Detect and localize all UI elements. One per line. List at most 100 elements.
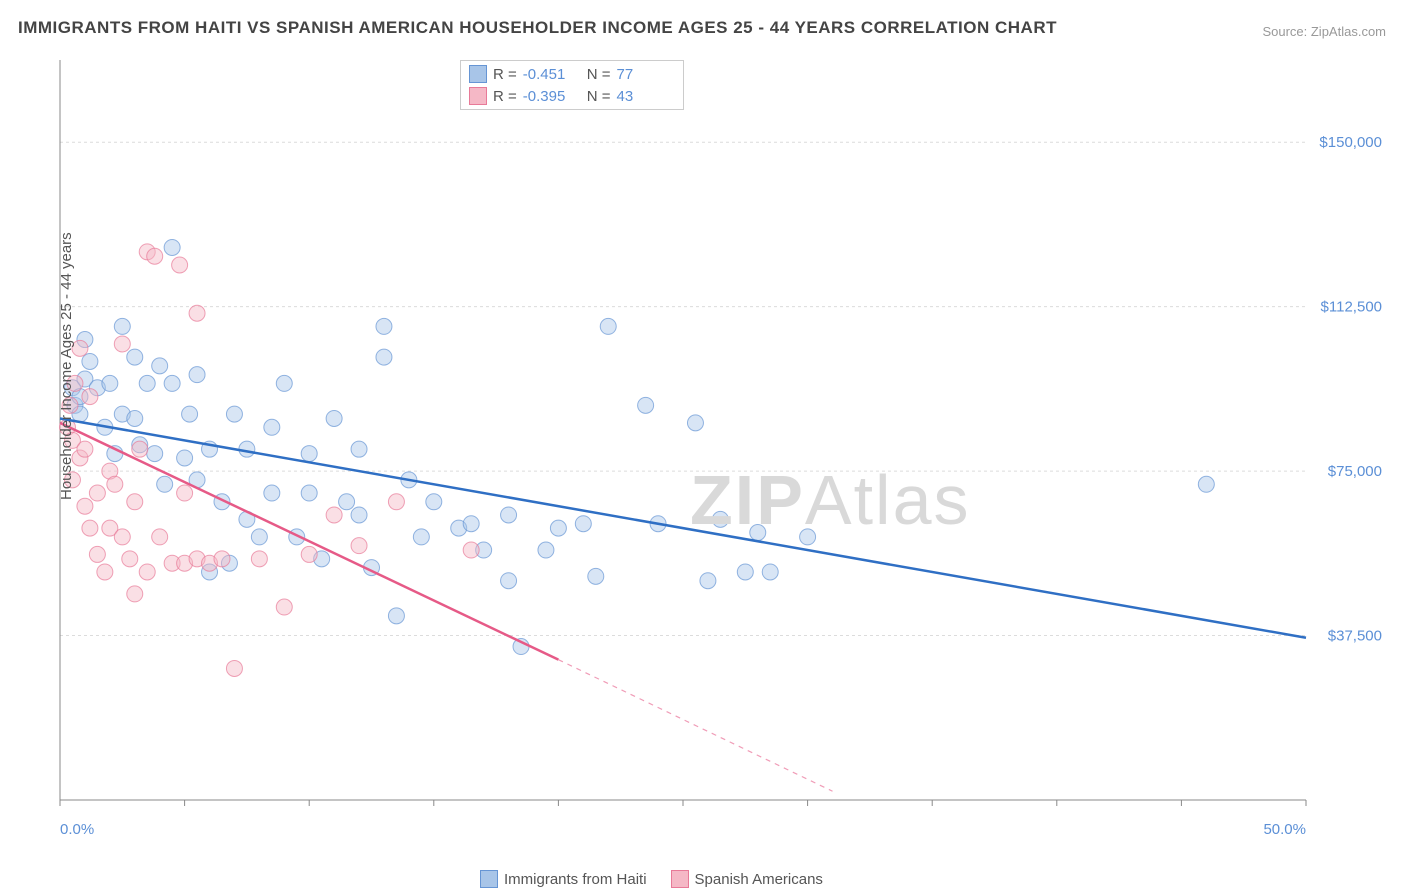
series-legend: Immigrants from Haiti Spanish Americans	[480, 870, 823, 888]
data-point	[182, 406, 198, 422]
y-tick-label: $150,000	[1319, 134, 1382, 151]
legend-swatch	[469, 65, 487, 83]
correlation-row: R = -0.395 N = 43	[469, 85, 675, 107]
correlation-row: R =-0.451N =77	[469, 63, 675, 85]
data-point	[132, 441, 148, 457]
data-point	[800, 529, 816, 545]
data-point	[127, 349, 143, 365]
data-point	[264, 419, 280, 435]
data-point	[177, 485, 193, 501]
data-point	[737, 564, 753, 580]
legend-swatch	[469, 87, 487, 105]
data-point	[326, 410, 342, 426]
legend-swatch	[480, 870, 498, 888]
n-label: N =	[587, 66, 611, 83]
n-value: 43	[617, 88, 675, 105]
data-point	[339, 494, 355, 510]
data-point	[127, 494, 143, 510]
data-point	[152, 529, 168, 545]
data-point	[89, 485, 105, 501]
y-tick-label: $75,000	[1328, 463, 1382, 480]
r-label: R =	[493, 66, 517, 83]
data-point	[426, 494, 442, 510]
data-point	[82, 389, 98, 405]
data-point	[1198, 476, 1214, 492]
chart-title: IMMIGRANTS FROM HAITI VS SPANISH AMERICA…	[18, 18, 1057, 38]
data-point	[147, 248, 163, 264]
data-point	[501, 507, 517, 523]
data-point	[77, 441, 93, 457]
data-point	[413, 529, 429, 545]
y-tick-label: $112,500	[1321, 299, 1382, 316]
data-point	[550, 520, 566, 536]
data-point	[264, 485, 280, 501]
data-point	[351, 507, 367, 523]
legend-swatch	[671, 870, 689, 888]
data-point	[164, 375, 180, 391]
data-point	[388, 608, 404, 624]
data-point	[127, 586, 143, 602]
data-point	[77, 498, 93, 514]
data-point	[152, 358, 168, 374]
data-point	[301, 446, 317, 462]
x-tick-label: 0.0%	[60, 821, 94, 838]
correlation-legend: R =-0.451N =77R =-0.395N =43	[460, 60, 684, 110]
n-value: 77	[617, 66, 675, 83]
data-point	[139, 375, 155, 391]
data-point	[376, 349, 392, 365]
chart-source: Source: ZipAtlas.com	[1262, 24, 1386, 39]
data-point	[463, 542, 479, 558]
data-point	[89, 546, 105, 562]
chart-area: $37,500$75,000$112,500$150,0000.0%50.0% …	[50, 60, 1386, 840]
data-point	[97, 564, 113, 580]
r-value: -0.395	[523, 88, 581, 105]
data-point	[388, 494, 404, 510]
data-point	[189, 305, 205, 321]
data-point	[538, 542, 554, 558]
data-point	[107, 476, 123, 492]
data-point	[214, 551, 230, 567]
y-axis-label: Householder Income Ages 25 - 44 years	[58, 232, 75, 500]
data-point	[687, 415, 703, 431]
data-point	[600, 318, 616, 334]
data-point	[351, 441, 367, 457]
legend-item: Spanish Americans	[671, 870, 823, 888]
data-point	[762, 564, 778, 580]
data-point	[127, 410, 143, 426]
n-label: N =	[587, 88, 611, 105]
legend-label: Immigrants from Haiti	[504, 871, 647, 888]
data-point	[177, 450, 193, 466]
data-point	[301, 485, 317, 501]
data-point	[588, 568, 604, 584]
data-point	[114, 336, 130, 352]
x-tick-label: 50.0%	[1263, 821, 1306, 838]
data-point	[251, 551, 267, 567]
data-point	[638, 397, 654, 413]
data-point	[575, 516, 591, 532]
data-point	[276, 375, 292, 391]
data-point	[82, 520, 98, 536]
data-point	[501, 573, 517, 589]
data-point	[276, 599, 292, 615]
data-point	[326, 507, 342, 523]
data-point	[463, 516, 479, 532]
data-point	[226, 660, 242, 676]
data-point	[750, 525, 766, 541]
data-point	[157, 476, 173, 492]
data-point	[164, 239, 180, 255]
data-point	[351, 538, 367, 554]
r-label: R =	[493, 88, 517, 105]
data-point	[82, 353, 98, 369]
legend-label: Spanish Americans	[695, 871, 823, 888]
legend-item: Immigrants from Haiti	[480, 870, 647, 888]
data-point	[114, 529, 130, 545]
scatter-plot-svg: $37,500$75,000$112,500$150,0000.0%50.0%	[50, 60, 1386, 840]
data-point	[102, 375, 118, 391]
data-point	[139, 564, 155, 580]
data-point	[172, 257, 188, 273]
data-point	[376, 318, 392, 334]
data-point	[712, 511, 728, 527]
data-point	[147, 446, 163, 462]
data-point	[114, 318, 130, 334]
data-point	[301, 546, 317, 562]
